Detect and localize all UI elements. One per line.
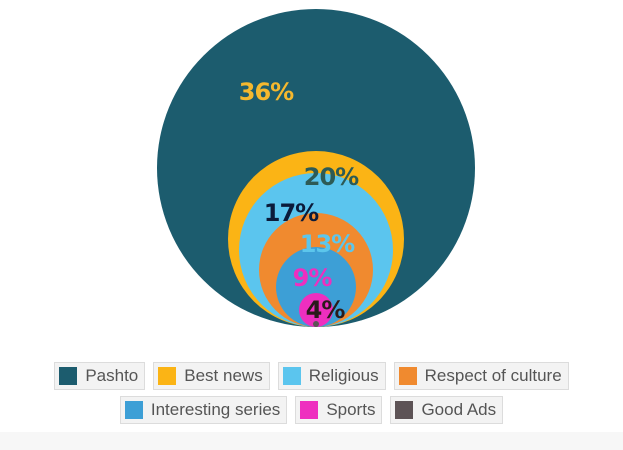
bottom-band <box>0 432 623 450</box>
legend-label: Pashto <box>85 366 139 385</box>
data-label-sports: 4% <box>306 296 346 324</box>
legend-label: Best news <box>184 366 263 385</box>
legend-item-pashto[interactable]: Pashto <box>54 362 146 390</box>
legend-swatch <box>124 401 143 419</box>
legend-swatch <box>158 367 177 385</box>
data-label-respect-of-culture: 13% <box>300 230 355 258</box>
legend-item-respect-of-culture[interactable]: Respect of culture <box>393 362 569 390</box>
legend-item-good-ads[interactable]: Good Ads <box>390 396 504 424</box>
data-label-best-news: 20% <box>304 163 359 191</box>
legend-label: Interesting series <box>150 400 281 419</box>
circle-good-ads <box>313 321 319 327</box>
legend-item-interesting-series[interactable]: Interesting series <box>119 396 288 424</box>
circle-sports <box>299 293 333 327</box>
data-label-interesting-series: 9% <box>293 264 333 292</box>
circle-interesting-series <box>276 247 356 327</box>
legend-swatch <box>395 401 414 419</box>
data-label-religious: 17% <box>264 199 319 227</box>
nested-circle-chart: 36% 20% 17% 13% 9% 4% <box>157 9 475 327</box>
legend-item-religious[interactable]: Religious <box>277 362 386 390</box>
legend-label: Religious <box>308 366 379 385</box>
legend-label: Respect of culture <box>424 366 562 385</box>
chart-legend: Pashto Best news Religious Respect of cultu… <box>0 362 623 430</box>
legend-swatch <box>282 367 301 385</box>
data-label-pashto: 36% <box>239 78 294 106</box>
legend-swatch <box>59 367 78 385</box>
legend-item-sports[interactable]: Sports <box>295 396 383 424</box>
legend-swatch <box>398 367 417 385</box>
legend-swatch <box>300 401 319 419</box>
legend-label: Good Ads <box>421 400 497 419</box>
legend-item-best-news[interactable]: Best news <box>153 362 270 390</box>
legend-label: Sports <box>326 400 376 419</box>
